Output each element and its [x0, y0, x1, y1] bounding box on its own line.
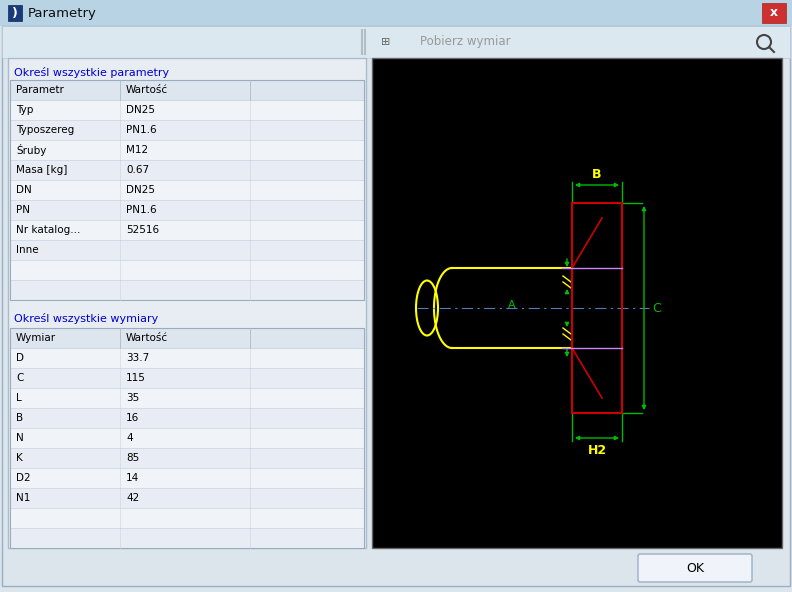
Text: x: x: [770, 7, 778, 20]
Bar: [10, 348, 364, 368]
Text: 52516: 52516: [126, 225, 159, 235]
Text: Inne: Inne: [16, 245, 39, 255]
Bar: [10, 200, 364, 220]
Bar: [10, 220, 364, 240]
Bar: [10, 488, 364, 508]
Text: M12: M12: [126, 145, 148, 155]
Text: DN25: DN25: [126, 185, 155, 195]
Text: DN25: DN25: [126, 105, 155, 115]
Text: DN: DN: [16, 185, 32, 195]
Text: 85: 85: [126, 453, 139, 463]
Bar: [10, 508, 364, 528]
Bar: [10, 468, 364, 488]
Text: Nr katalog...: Nr katalog...: [16, 225, 80, 235]
Text: K: K: [16, 453, 23, 463]
Text: Wartość: Wartość: [126, 85, 168, 95]
Text: Typ: Typ: [16, 105, 33, 115]
Text: Śruby: Śruby: [16, 144, 47, 156]
Text: N1: N1: [16, 493, 30, 503]
Text: Wymiar: Wymiar: [16, 333, 56, 343]
Text: PN1.6: PN1.6: [126, 205, 157, 215]
Text: 4: 4: [126, 433, 132, 443]
Bar: [10, 328, 364, 348]
Text: 115: 115: [126, 373, 146, 383]
Bar: [10, 280, 364, 300]
Text: OK: OK: [686, 561, 704, 574]
Text: Określ wszystkie parametry: Określ wszystkie parametry: [14, 66, 169, 78]
Text: Parametry: Parametry: [28, 7, 97, 20]
Text: C: C: [16, 373, 24, 383]
Bar: [10, 448, 364, 468]
Text: 14: 14: [126, 473, 139, 483]
Bar: [10, 80, 364, 100]
Bar: [572, 203, 622, 413]
Bar: [2, 26, 790, 58]
Text: ): ): [12, 7, 18, 20]
Text: 42: 42: [126, 493, 139, 503]
Bar: [10, 368, 364, 388]
Text: D2: D2: [16, 473, 31, 483]
Text: 33.7: 33.7: [126, 353, 149, 363]
Bar: [0, 0, 792, 26]
Text: PN: PN: [16, 205, 30, 215]
Text: Masa [kg]: Masa [kg]: [16, 165, 67, 175]
Text: H2: H2: [588, 445, 607, 458]
Text: B: B: [592, 169, 602, 182]
Bar: [10, 140, 364, 160]
Text: ⊞: ⊞: [381, 37, 390, 47]
Bar: [762, 3, 786, 23]
Text: D: D: [16, 353, 24, 363]
Text: N: N: [16, 433, 24, 443]
Text: Typoszereg: Typoszereg: [16, 125, 74, 135]
Bar: [10, 160, 364, 180]
Text: A: A: [508, 300, 516, 310]
Text: L: L: [16, 393, 21, 403]
Bar: [10, 260, 364, 280]
Text: 35: 35: [126, 393, 139, 403]
Bar: [10, 120, 364, 140]
Bar: [10, 428, 364, 448]
FancyBboxPatch shape: [638, 554, 752, 582]
Bar: [10, 180, 364, 200]
Text: B: B: [16, 413, 23, 423]
Text: Określ wszystkie wymiary: Określ wszystkie wymiary: [14, 313, 158, 323]
Polygon shape: [8, 5, 22, 21]
Bar: [10, 328, 364, 548]
Bar: [10, 240, 364, 260]
Bar: [10, 388, 364, 408]
Text: Parametr: Parametr: [16, 85, 64, 95]
Text: 0.67: 0.67: [126, 165, 149, 175]
Bar: [372, 58, 782, 548]
Bar: [10, 80, 364, 300]
Text: Pobierz wymiar: Pobierz wymiar: [420, 36, 511, 49]
Text: C: C: [652, 301, 661, 314]
Bar: [10, 100, 364, 120]
Text: 16: 16: [126, 413, 139, 423]
Text: Wartość: Wartość: [126, 333, 168, 343]
Bar: [10, 528, 364, 548]
Text: PN1.6: PN1.6: [126, 125, 157, 135]
Bar: [8, 58, 366, 548]
Bar: [10, 408, 364, 428]
